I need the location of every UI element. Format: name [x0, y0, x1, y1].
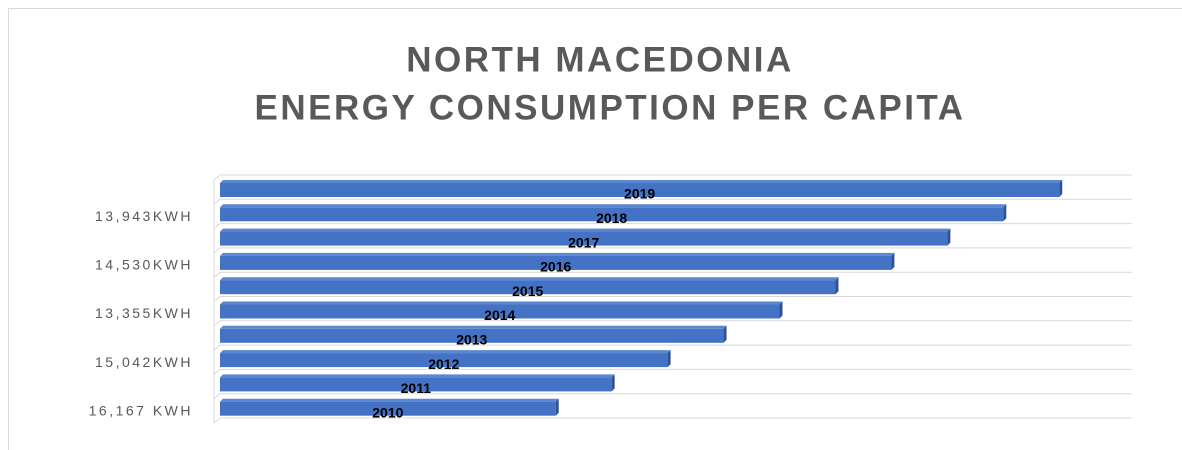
- bar-side: [723, 325, 727, 343]
- bar-top: [220, 277, 839, 281]
- bar: [220, 207, 1004, 222]
- grid-line: [213, 344, 221, 351]
- bar-top: [220, 325, 727, 329]
- y-tick-label: 15,042KWH: [95, 354, 193, 370]
- bar-top: [220, 301, 783, 305]
- grid-line: [213, 198, 221, 205]
- y-tick-label: 14,530KWH: [95, 257, 193, 273]
- bar-side: [779, 301, 783, 319]
- bar: [220, 255, 892, 270]
- bar-top: [220, 180, 1063, 183]
- data-label: 2011: [401, 380, 432, 396]
- data-label: 2015: [512, 283, 543, 299]
- y-tick-label: 16,167 KWH: [89, 402, 193, 418]
- bar-side: [667, 350, 671, 368]
- y-tick-label: 13,355KWH: [95, 305, 193, 321]
- chart-border: [8, 8, 1182, 450]
- grid-line: [213, 320, 221, 327]
- data-label: 2013: [456, 332, 487, 348]
- bar: [220, 328, 724, 343]
- bar: [220, 353, 668, 368]
- bar: [220, 280, 836, 295]
- bar-side: [1059, 180, 1063, 197]
- bar-top: [220, 398, 559, 402]
- bar-top: [220, 204, 1007, 208]
- data-label: 2016: [540, 259, 571, 275]
- bar-top: [220, 252, 895, 256]
- bar-side: [555, 398, 559, 416]
- bar-top: [220, 228, 951, 232]
- data-label: 2019: [624, 186, 655, 202]
- data-label: 2010: [372, 404, 403, 420]
- grid-line: [213, 417, 221, 424]
- grid-line: [213, 296, 221, 302]
- grid-line: [213, 271, 221, 278]
- bar-side: [1003, 204, 1007, 222]
- grid-line: [213, 223, 221, 229]
- bar-side: [835, 277, 839, 295]
- bar: [220, 183, 1060, 197]
- bar-side: [947, 228, 951, 246]
- y-tick-label: 13,943KWH: [95, 208, 193, 224]
- bar: [220, 231, 948, 246]
- bar: [220, 401, 556, 416]
- chart-title: ENERGY CONSUMPTION PER CAPITA: [255, 88, 966, 127]
- data-label: 2012: [428, 356, 459, 372]
- bar: [220, 377, 612, 392]
- chart-title: NORTH MACEDONIA: [406, 40, 793, 79]
- data-label: 2018: [596, 210, 627, 226]
- bar: [220, 304, 780, 319]
- bar-side: [611, 374, 615, 392]
- grid-line: [213, 369, 221, 375]
- grid-line: [213, 393, 221, 400]
- data-label: 2017: [568, 234, 599, 250]
- data-label: 2014: [484, 307, 515, 323]
- grid-line: [213, 247, 221, 254]
- bar-side: [891, 252, 895, 270]
- bar-top: [220, 350, 671, 354]
- bar-top: [220, 374, 615, 378]
- grid-line: [213, 174, 221, 181]
